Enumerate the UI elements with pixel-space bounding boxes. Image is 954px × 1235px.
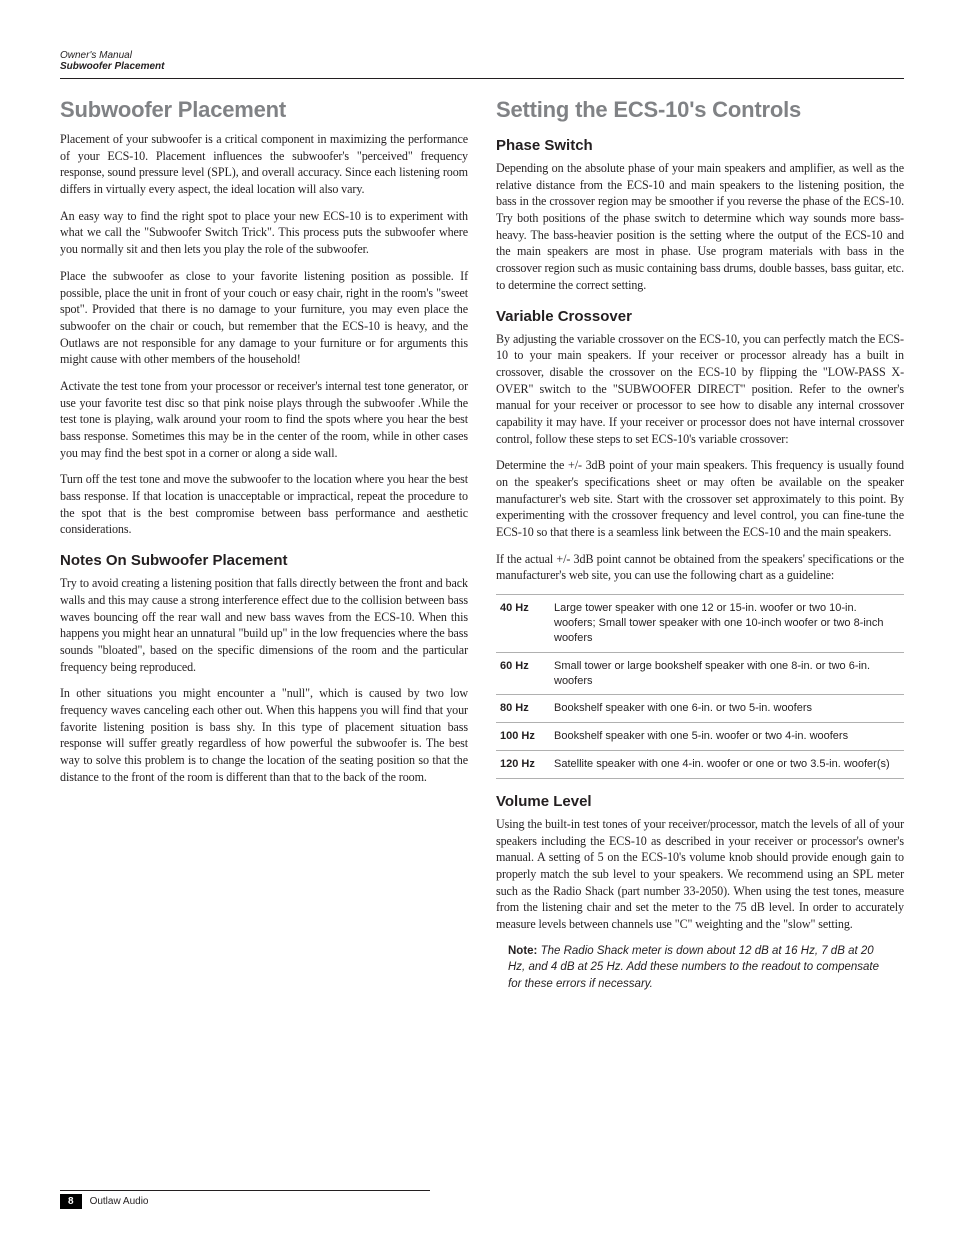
desc-cell: Large tower speaker with one 12 or 15-in… [550, 595, 904, 653]
content-columns: Subwoofer Placement Placement of your su… [60, 97, 904, 993]
body-para: Using the built-in test tones of your re… [496, 816, 904, 933]
body-para: An easy way to find the right spot to pl… [60, 208, 468, 258]
left-column: Subwoofer Placement Placement of your su… [60, 97, 468, 993]
heading-volume-level: Volume Level [496, 793, 904, 810]
desc-cell: Bookshelf speaker with one 5-in. woofer … [550, 723, 904, 751]
body-para: Turn off the test tone and move the subw… [60, 471, 468, 538]
body-para: If the actual +/- 3dB point cannot be ob… [496, 551, 904, 584]
heading-variable-crossover: Variable Crossover [496, 308, 904, 325]
footer-brand: Outlaw Audio [82, 1194, 157, 1209]
heading-setting-controls: Setting the ECS-10's Controls [496, 97, 904, 123]
right-column: Setting the ECS-10's Controls Phase Swit… [496, 97, 904, 993]
note-body: The Radio Shack meter is down about 12 d… [508, 945, 879, 990]
note-block: Note: The Radio Shack meter is down abou… [508, 943, 892, 993]
freq-cell: 120 Hz [496, 751, 550, 779]
freq-cell: 60 Hz [496, 652, 550, 695]
freq-cell: 40 Hz [496, 595, 550, 653]
freq-cell: 80 Hz [496, 695, 550, 723]
desc-cell: Bookshelf speaker with one 6-in. or two … [550, 695, 904, 723]
note-label: Note: [508, 945, 537, 957]
desc-cell: Small tower or large bookshelf speaker w… [550, 652, 904, 695]
table-row: 80 Hz Bookshelf speaker with one 6-in. o… [496, 695, 904, 723]
crossover-table: 40 Hz Large tower speaker with one 12 or… [496, 594, 904, 779]
header-line2: Subwoofer Placement [60, 61, 904, 72]
header-rule [60, 78, 904, 79]
header-line1: Owner's Manual [60, 50, 904, 61]
heading-phase-switch: Phase Switch [496, 137, 904, 154]
table-row: 40 Hz Large tower speaker with one 12 or… [496, 595, 904, 653]
table-row: 60 Hz Small tower or large bookshelf spe… [496, 652, 904, 695]
page-header: Owner's Manual Subwoofer Placement [60, 50, 904, 72]
body-para: By adjusting the variable crossover on t… [496, 331, 904, 448]
desc-cell: Satellite speaker with one 4-in. woofer … [550, 751, 904, 779]
body-para: Placement of your subwoofer is a critica… [60, 131, 468, 198]
table-row: 100 Hz Bookshelf speaker with one 5-in. … [496, 723, 904, 751]
body-para: Activate the test tone from your process… [60, 378, 468, 461]
body-para: Place the subwoofer as close to your fav… [60, 268, 468, 368]
heading-subwoofer-placement: Subwoofer Placement [60, 97, 468, 123]
freq-cell: 100 Hz [496, 723, 550, 751]
body-para: Try to avoid creating a listening positi… [60, 575, 468, 675]
crossover-table-body: 40 Hz Large tower speaker with one 12 or… [496, 595, 904, 779]
body-para: Depending on the absolute phase of your … [496, 160, 904, 294]
footer-rule [60, 1190, 430, 1191]
body-para: Determine the +/- 3dB point of your main… [496, 457, 904, 540]
heading-notes: Notes On Subwoofer Placement [60, 552, 468, 569]
table-row: 120 Hz Satellite speaker with one 4-in. … [496, 751, 904, 779]
body-para: In other situations you might encounter … [60, 685, 468, 785]
page-footer: 8 Outlaw Audio [60, 1194, 430, 1209]
page-number: 8 [60, 1194, 82, 1209]
